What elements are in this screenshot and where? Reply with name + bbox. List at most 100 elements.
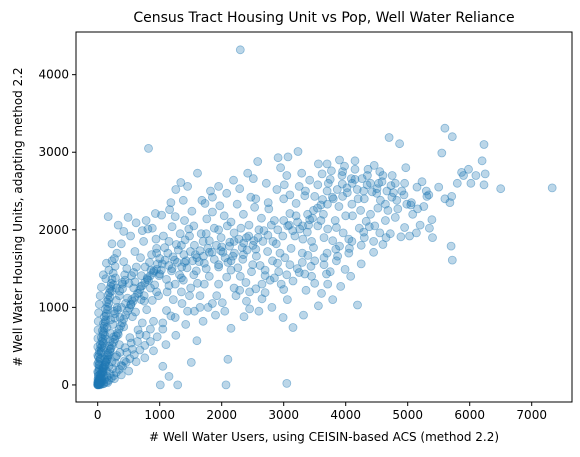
data-point xyxy=(119,257,129,267)
data-point xyxy=(318,209,328,219)
data-point xyxy=(131,307,140,317)
x-axis-ticks: 0 1000 2000 3000 4000 5000 6000 7000 xyxy=(94,402,547,422)
data-point xyxy=(93,316,103,326)
y-tick-label: 4000 xyxy=(38,68,69,82)
data-point xyxy=(137,226,147,236)
data-point xyxy=(288,323,298,332)
data-point xyxy=(116,361,126,370)
data-point xyxy=(111,358,121,368)
data-point xyxy=(101,311,111,321)
data-point xyxy=(140,353,150,363)
data-point xyxy=(107,274,117,284)
data-point xyxy=(154,291,163,301)
data-point xyxy=(149,316,158,326)
data-point xyxy=(95,340,105,350)
data-point xyxy=(369,236,379,246)
x-tick-label: 4000 xyxy=(330,408,361,422)
data-point xyxy=(172,257,182,267)
data-point xyxy=(104,341,114,351)
data-point xyxy=(188,256,198,266)
data-point xyxy=(143,224,153,234)
data-point xyxy=(95,380,104,390)
data-point xyxy=(308,213,317,223)
data-point xyxy=(117,318,127,328)
data-point xyxy=(94,346,104,356)
data-point xyxy=(283,152,293,162)
data-point xyxy=(298,234,308,244)
data-point xyxy=(235,285,245,295)
x-tick-label: 0 xyxy=(94,408,102,422)
data-point xyxy=(290,231,300,241)
data-point xyxy=(356,240,366,250)
data-point xyxy=(447,255,457,265)
data-point xyxy=(94,375,104,385)
data-point xyxy=(93,380,103,389)
data-point xyxy=(251,194,261,204)
data-point xyxy=(94,357,104,367)
data-point xyxy=(382,186,392,196)
data-point xyxy=(155,380,165,390)
data-point xyxy=(119,322,129,332)
data-point xyxy=(273,153,283,163)
data-point xyxy=(170,279,180,289)
data-point xyxy=(286,243,296,253)
data-point xyxy=(375,195,385,205)
data-point xyxy=(338,191,348,201)
data-point xyxy=(191,266,201,276)
data-point xyxy=(98,364,108,374)
data-point xyxy=(98,368,108,377)
data-point xyxy=(195,291,205,301)
data-point xyxy=(274,267,284,277)
data-point xyxy=(129,283,139,293)
data-point xyxy=(142,273,152,283)
data-point xyxy=(101,357,111,367)
data-point xyxy=(319,233,329,243)
data-point xyxy=(440,194,450,204)
data-point xyxy=(408,209,418,219)
data-point xyxy=(288,276,298,286)
data-point xyxy=(103,295,113,305)
data-point xyxy=(336,281,346,291)
data-point xyxy=(95,291,105,301)
data-point xyxy=(152,332,162,342)
data-point xyxy=(303,250,313,260)
data-point xyxy=(211,310,220,320)
data-point xyxy=(214,260,224,270)
data-point xyxy=(177,299,187,308)
data-point xyxy=(273,225,283,235)
data-point xyxy=(298,221,308,231)
data-point xyxy=(98,334,108,344)
data-point xyxy=(206,186,215,196)
data-point xyxy=(110,254,119,263)
data-point xyxy=(216,246,226,256)
data-point xyxy=(337,179,347,189)
data-point xyxy=(94,360,104,370)
data-point xyxy=(96,354,105,364)
data-point xyxy=(375,228,385,238)
data-point xyxy=(115,340,124,350)
data-point xyxy=(411,228,421,238)
data-point xyxy=(140,340,150,350)
data-point xyxy=(223,354,233,364)
data-point xyxy=(116,239,126,249)
data-point xyxy=(198,316,208,326)
data-point xyxy=(109,332,119,342)
data-point xyxy=(102,377,111,387)
data-point xyxy=(424,190,434,200)
data-point xyxy=(150,209,160,218)
data-point xyxy=(330,216,340,225)
data-point xyxy=(100,361,110,370)
data-point xyxy=(130,247,140,256)
data-point xyxy=(316,216,326,225)
data-point xyxy=(307,236,317,246)
data-point xyxy=(118,279,127,289)
data-point xyxy=(341,211,351,221)
data-point xyxy=(319,260,329,270)
data-point xyxy=(200,198,210,208)
data-point xyxy=(294,181,304,191)
data-point xyxy=(155,254,165,263)
data-point xyxy=(98,367,107,377)
data-point xyxy=(185,231,194,241)
data-point xyxy=(214,181,224,191)
data-point xyxy=(106,278,116,288)
